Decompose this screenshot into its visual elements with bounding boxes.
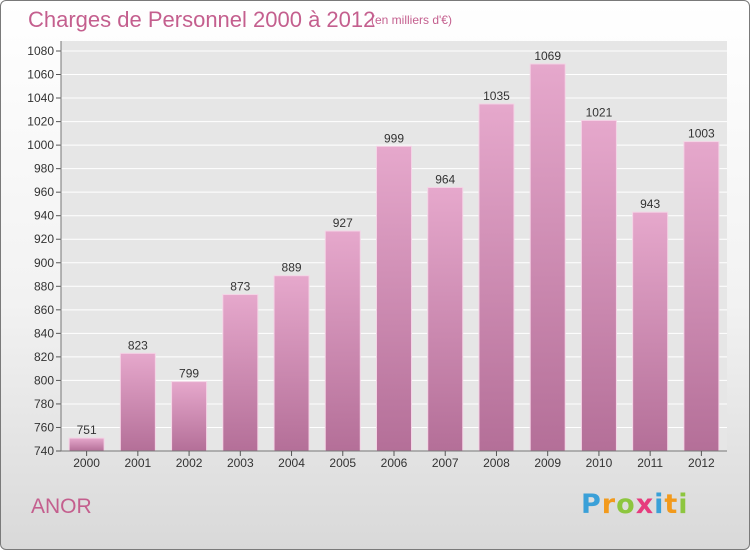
data-label: 1003 — [688, 127, 715, 141]
proxiti-logo: Proxiti — [581, 489, 689, 520]
y-tick-label: 960 — [34, 185, 54, 199]
y-tick-label: 1080 — [27, 44, 54, 58]
data-label: 889 — [282, 261, 302, 275]
logo-letter: t — [664, 489, 679, 520]
logo-letter: o — [616, 489, 636, 520]
logo-letter: i — [678, 489, 689, 520]
data-label: 927 — [333, 216, 353, 230]
y-tick-label: 780 — [34, 397, 54, 411]
x-tick-label: 2002 — [176, 456, 203, 470]
y-tick-label: 860 — [34, 303, 54, 317]
y-tick-label: 1060 — [27, 68, 54, 82]
x-tick-label: 2007 — [432, 456, 459, 470]
bar — [580, 119, 617, 452]
logo-letter: x — [635, 489, 655, 520]
y-tick-label: 1000 — [27, 138, 54, 152]
bar — [632, 211, 669, 452]
logo-letter: i — [654, 489, 665, 520]
y-tick-label: 740 — [34, 444, 54, 458]
place-name: ANOR — [31, 495, 92, 518]
x-tick-label: 2011 — [637, 456, 663, 470]
y-tick-label: 1040 — [27, 91, 54, 105]
bar — [222, 294, 259, 452]
y-tick-label: 980 — [34, 162, 54, 176]
y-tick-label: 900 — [34, 256, 54, 270]
x-tick-label: 2000 — [73, 456, 100, 470]
data-label: 1035 — [483, 89, 510, 103]
y-tick-label: 940 — [34, 209, 54, 223]
y-tick-label: 880 — [34, 279, 54, 293]
bar — [427, 186, 464, 452]
x-tick-label: 2008 — [483, 456, 510, 470]
x-tick-label: 2004 — [278, 456, 305, 470]
bar — [376, 145, 412, 452]
logo-letter: r — [601, 489, 617, 520]
x-tick-label: 2001 — [124, 456, 151, 470]
y-tick-label: 760 — [34, 420, 54, 434]
bar — [68, 437, 105, 452]
data-label: 999 — [384, 131, 404, 145]
bar — [683, 141, 720, 452]
data-label: 943 — [640, 197, 660, 211]
x-tick-label: 2003 — [227, 456, 254, 470]
x-tick-label: 2005 — [329, 456, 356, 470]
y-tick-label: 1020 — [27, 115, 54, 129]
x-tick-label: 2010 — [586, 456, 613, 470]
data-label: 1069 — [534, 49, 561, 63]
x-axis: 2000 2001 2002 2003 2004 2005 2006 2007 2008 2009… — [61, 450, 727, 470]
y-tick-label: 820 — [34, 350, 54, 364]
data-label: 799 — [179, 367, 199, 381]
data-label: 964 — [435, 172, 455, 186]
x-tick-label: 2012 — [688, 456, 715, 470]
chart-unit: (en milliers d'€) — [371, 13, 452, 27]
bar — [478, 103, 515, 452]
x-tick-label: 2006 — [381, 456, 408, 470]
logo-letter: P — [581, 489, 602, 520]
y-tick-label: 920 — [34, 232, 54, 246]
x-tick-label: 2009 — [534, 456, 561, 470]
data-label: 1021 — [586, 105, 613, 119]
y-tick-label: 800 — [34, 373, 54, 387]
bars — [68, 63, 720, 452]
data-label: 823 — [128, 338, 148, 352]
bar — [529, 63, 566, 452]
y-axis: 740 760 780 800 820 840 860 880 900 920 940 960 980 1… — [27, 41, 62, 458]
y-tick-label: 840 — [34, 326, 54, 340]
data-label: 873 — [230, 280, 250, 294]
data-labels: 751 823 799 873 889 927 999 964 1035 1069 1021 943 1… — [77, 49, 715, 437]
chart-title: Charges de Personnel 2000 à 2012 — [28, 7, 376, 32]
data-label: 751 — [77, 423, 97, 437]
bar — [171, 381, 208, 452]
bar — [119, 352, 156, 452]
bar — [324, 230, 361, 452]
bar — [273, 275, 310, 452]
